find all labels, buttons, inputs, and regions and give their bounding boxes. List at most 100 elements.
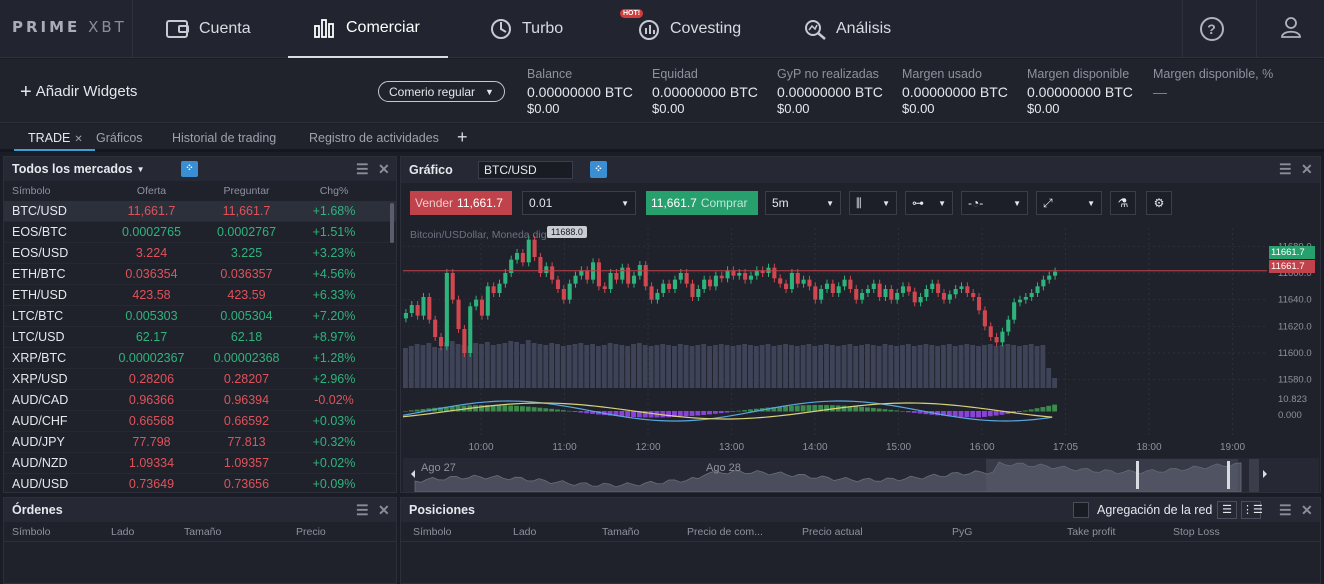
candle-body bbox=[900, 286, 906, 293]
market-bid[interactable]: 423.58 bbox=[132, 288, 171, 302]
market-bid[interactable]: 62.17 bbox=[135, 330, 168, 344]
market-row[interactable]: BTC/USD 11,661.7 11,661.7 +1.68% bbox=[4, 201, 396, 222]
indicators-select[interactable]: ⊶ ▼ bbox=[905, 191, 953, 215]
quantity-select[interactable]: 0.01 ▼ bbox=[522, 191, 636, 215]
candle-body bbox=[544, 266, 549, 273]
market-row[interactable]: EOS/USD 3.224 3.225 +3.23% bbox=[4, 243, 396, 264]
nav-analisis[interactable]: Análisis bbox=[802, 0, 891, 58]
list-view-icon[interactable]: ☰ bbox=[1217, 501, 1237, 519]
tab-trade[interactable]: TRADE ✕ bbox=[14, 131, 95, 151]
macd-histogram-bar bbox=[484, 405, 490, 412]
market-row[interactable]: AUD/JPY 77.798 77.813 +0.32% bbox=[4, 432, 396, 453]
user-profile-button[interactable] bbox=[1256, 0, 1324, 58]
stat-balance: Balance 0.00000000 BTC $0.00 bbox=[527, 67, 633, 116]
tab-registro[interactable]: Registro de actividades bbox=[309, 131, 439, 145]
candle-body bbox=[514, 253, 520, 260]
flask-button[interactable]: ⚗ bbox=[1110, 191, 1136, 215]
filter-icon[interactable]: ⁘ bbox=[181, 161, 198, 177]
close-icon[interactable]: ✕ bbox=[378, 502, 390, 518]
market-row[interactable]: ETH/BTC 0.036354 0.036357 +4.56% bbox=[4, 264, 396, 285]
add-widgets-button[interactable]: + Añadir Widgets bbox=[20, 81, 138, 103]
add-tab-button[interactable]: + bbox=[457, 127, 468, 148]
macd-histogram-bar bbox=[607, 411, 613, 416]
market-row[interactable]: LTC/USD 62.17 62.18 +8.97% bbox=[4, 327, 396, 348]
time-tools-select[interactable]: -◔- ▼ bbox=[961, 191, 1028, 215]
close-icon[interactable]: ✕ bbox=[378, 161, 390, 177]
market-row[interactable]: AUD/CAD 0.96366 0.96394 -0.02% bbox=[4, 390, 396, 411]
market-row[interactable]: XRP/USD 0.28206 0.28207 +2.96% bbox=[4, 369, 396, 390]
market-ask[interactable]: 3.225 bbox=[230, 246, 263, 260]
nav-covesting[interactable]: Covesting bbox=[636, 0, 741, 58]
sell-button[interactable]: Vender 11,661.7 bbox=[410, 191, 512, 215]
market-ask[interactable]: 11,661.7 bbox=[222, 204, 271, 218]
menu-icon[interactable]: ☰ bbox=[1279, 502, 1292, 518]
market-bid[interactable]: 0.0002765 bbox=[121, 225, 182, 239]
macd-histogram-bar bbox=[730, 411, 736, 412]
market-ask[interactable]: 0.005304 bbox=[220, 309, 273, 323]
tab-historial[interactable]: Historial de trading bbox=[172, 131, 277, 145]
nav-cuenta[interactable]: Cuenta bbox=[165, 0, 251, 58]
market-bid[interactable]: 0.00002367 bbox=[118, 351, 185, 365]
market-ask[interactable]: 62.18 bbox=[230, 330, 263, 344]
market-bid[interactable]: 0.005303 bbox=[125, 309, 178, 323]
price-chart[interactable]: 11680.011660.011640.011620.011600.011580… bbox=[401, 223, 1320, 493]
nav-turbo[interactable]: Turbo bbox=[488, 0, 563, 58]
nav-comerciar[interactable]: Comerciar bbox=[288, 0, 448, 58]
market-ask[interactable]: 0.66592 bbox=[223, 414, 270, 428]
market-ask[interactable]: 0.00002368 bbox=[213, 351, 280, 365]
macd-histogram-bar bbox=[1046, 405, 1052, 412]
trading-mode-select[interactable]: Comerio regular ▼ bbox=[378, 81, 505, 102]
drawing-tools-select[interactable]: ⤢ ▼ bbox=[1036, 191, 1102, 215]
market-ask[interactable]: 0.96394 bbox=[223, 393, 270, 407]
market-bid[interactable]: 0.28206 bbox=[128, 372, 175, 386]
market-ask[interactable]: 0.0002767 bbox=[216, 225, 277, 239]
close-icon[interactable]: ✕ bbox=[74, 134, 83, 145]
market-row[interactable]: XRP/BTC 0.00002367 0.00002368 +1.28% bbox=[4, 348, 396, 369]
market-ask[interactable]: 1.09357 bbox=[223, 456, 270, 470]
market-ask[interactable]: 0.73656 bbox=[223, 477, 270, 491]
market-bid[interactable]: 0.036354 bbox=[125, 267, 178, 281]
aggregate-checkbox[interactable] bbox=[1073, 502, 1089, 518]
macd-histogram-bar bbox=[490, 405, 496, 412]
market-bid[interactable]: 1.09334 bbox=[128, 456, 175, 470]
settings-button[interactable]: ⚙ bbox=[1146, 191, 1172, 215]
market-ask[interactable]: 0.28207 bbox=[223, 372, 270, 386]
market-bid[interactable]: 3.224 bbox=[135, 246, 168, 260]
close-icon[interactable]: ✕ bbox=[1301, 161, 1313, 177]
market-change: +8.97% bbox=[312, 330, 356, 344]
market-bid[interactable]: 77.798 bbox=[132, 435, 171, 449]
close-icon[interactable]: ✕ bbox=[1301, 502, 1313, 518]
symbol-input[interactable]: BTC/USD bbox=[478, 161, 573, 179]
macd-histogram-bar bbox=[578, 411, 584, 413]
menu-icon[interactable]: ☰ bbox=[1279, 161, 1292, 177]
buy-button[interactable]: 11,661.7 Comprar bbox=[646, 191, 758, 215]
filter-icon[interactable]: ⁘ bbox=[590, 161, 607, 178]
volume-bar bbox=[1052, 378, 1057, 388]
market-row[interactable]: EOS/BTC 0.0002765 0.0002767 +1.51% bbox=[4, 222, 396, 243]
candle-body bbox=[883, 289, 888, 297]
market-row[interactable]: AUD/USD 0.73649 0.73656 +0.09% bbox=[4, 474, 396, 492]
navigator-window bbox=[986, 459, 1238, 492]
prime-xbt-logo[interactable]: PRIME XBT bbox=[12, 18, 127, 36]
markets-title[interactable]: Todos los mercados bbox=[12, 162, 133, 176]
market-ask[interactable]: 0.036357 bbox=[220, 267, 273, 281]
interval-select[interactable]: 5m ▼ bbox=[765, 191, 841, 215]
market-row[interactable]: ETH/USD 423.58 423.59 +6.33% bbox=[4, 285, 396, 306]
chart-type-select[interactable]: ⫼ ▼ bbox=[849, 191, 897, 215]
market-bid[interactable]: 0.66568 bbox=[128, 414, 175, 428]
tab-graficos[interactable]: Gráficos bbox=[96, 131, 143, 145]
market-bid[interactable]: 11,661.7 bbox=[127, 204, 176, 218]
market-ask[interactable]: 423.59 bbox=[227, 288, 266, 302]
market-row[interactable]: AUD/NZD 1.09334 1.09357 +0.02% bbox=[4, 453, 396, 474]
help-button[interactable]: ? bbox=[1182, 0, 1240, 58]
tree-view-icon[interactable]: ⋮☰ bbox=[1241, 501, 1263, 519]
menu-icon[interactable]: ☰ bbox=[356, 502, 369, 518]
market-ask[interactable]: 77.813 bbox=[227, 435, 266, 449]
market-row[interactable]: LTC/BTC 0.005303 0.005304 +7.20% bbox=[4, 306, 396, 327]
menu-icon[interactable]: ☰ bbox=[356, 161, 369, 177]
market-bid[interactable]: 0.73649 bbox=[128, 477, 175, 491]
market-bid[interactable]: 0.96366 bbox=[128, 393, 175, 407]
markets-scrollbar[interactable] bbox=[390, 203, 394, 243]
caret-down-icon[interactable]: ▼ bbox=[136, 164, 145, 174]
market-row[interactable]: AUD/CHF 0.66568 0.66592 +0.03% bbox=[4, 411, 396, 432]
